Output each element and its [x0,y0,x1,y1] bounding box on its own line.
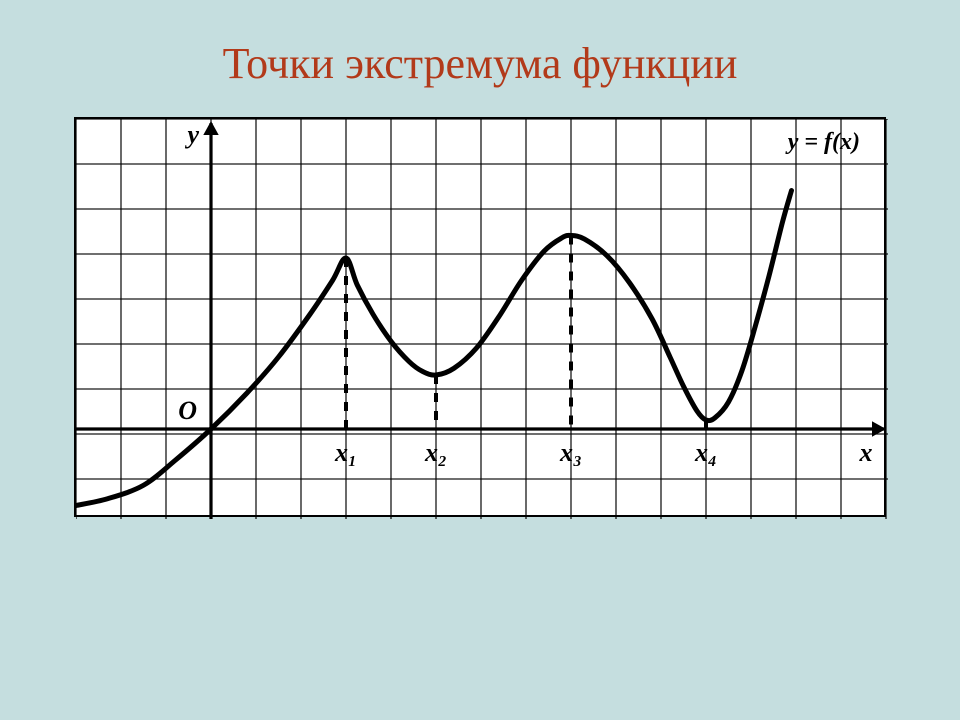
chart-panel: y x Oy = f(x) x₁ x₂ x₃ x₄ [74,117,886,517]
chart-svg: y x Oy = f(x) x₁ x₂ x₃ x₄ [76,119,888,519]
x-tick-label: x₃ [559,438,582,467]
slide-title: Точки экстремума функции [223,38,738,89]
x-axis-label: x [859,438,873,467]
slide: Точки экстремума функции y x Oy = f(x) x₁ x₂… [0,0,960,720]
function-label: y = f(x) [785,129,860,155]
x-tick-label: x₄ [694,438,717,467]
grid [76,119,888,519]
x-tick-label: x₁ [334,438,357,467]
x-tick-label: x₂ [424,438,447,467]
y-axis-label: y [184,120,199,149]
origin-label: O [178,396,197,425]
